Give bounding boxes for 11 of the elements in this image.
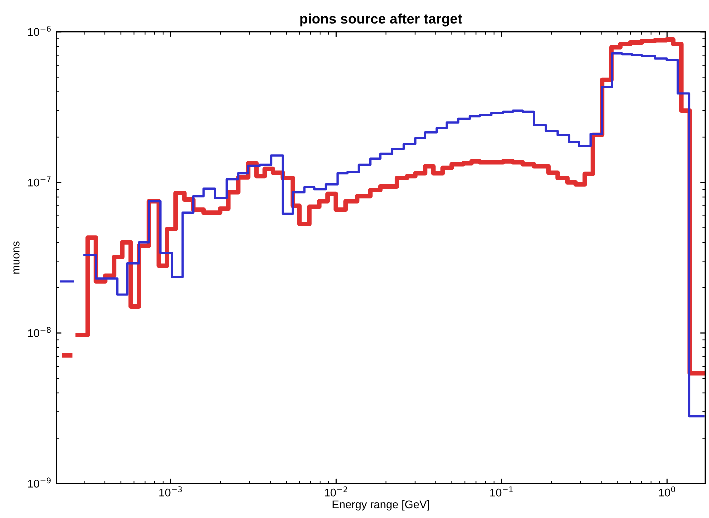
y-tick-label: 10$^{−7}$ xyxy=(28,176,51,187)
y-tick-label: 10$^{−8}$ xyxy=(28,327,51,338)
x-axis-title: Energy range [GeV] xyxy=(332,500,430,511)
x-tick-label: 10$^{−1}$ xyxy=(490,486,513,497)
x-tick-label: 10$^{0}$ xyxy=(659,486,676,497)
y-tick-label: 10$^{−6}$ xyxy=(28,26,51,36)
x-tick-label: 10$^{−3}$ xyxy=(160,486,182,497)
x-tick-label: 10$^{−2}$ xyxy=(325,486,348,497)
chart-title: pions source after target xyxy=(300,14,462,27)
y-axis-title: muons xyxy=(14,242,20,274)
y-tick-label: 10$^{−9}$ xyxy=(28,478,51,488)
